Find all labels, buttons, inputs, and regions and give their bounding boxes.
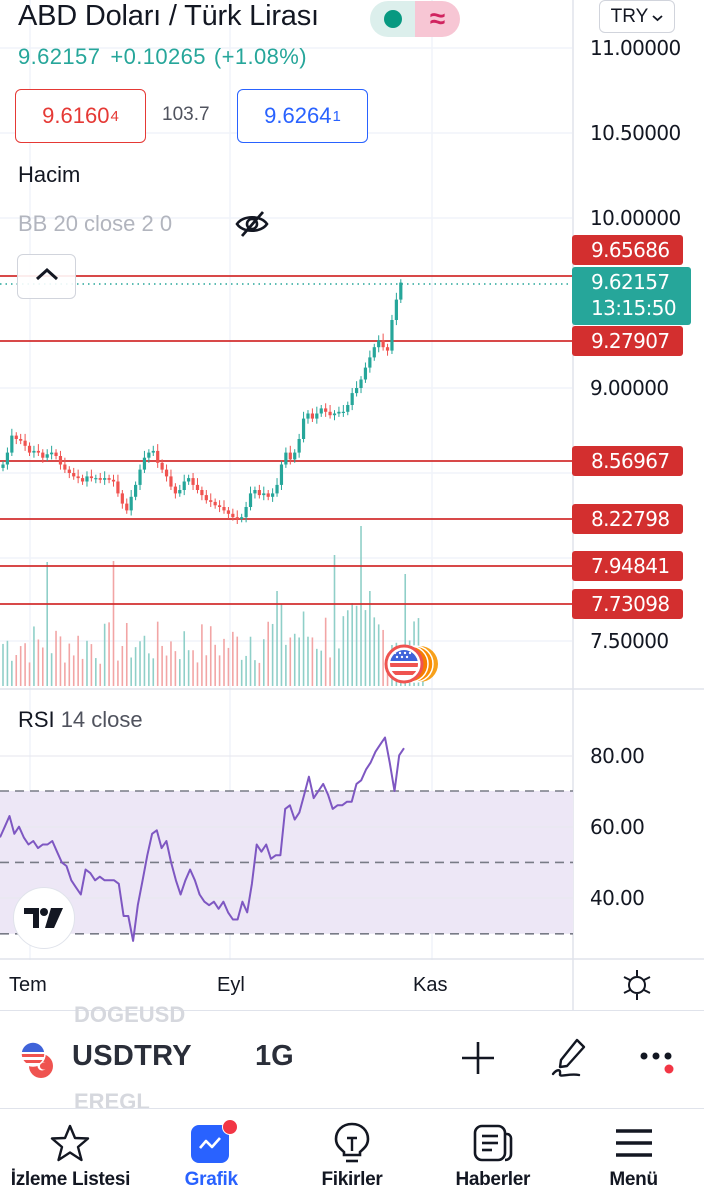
approx-icon: ≈ [429,3,446,34]
time-axis-label: Tem [9,974,47,996]
price-axis-label: 10.50000 [590,121,681,145]
ask-price: 9.6264 [264,103,332,128]
buy-button[interactable]: 9.6264 1 [237,89,368,143]
horizontal-levels [0,275,573,605]
hamburger-icon [612,1121,656,1165]
price-level-tag: 9.27907 [572,326,683,356]
symbol-toolbar [0,1010,704,1108]
bollinger-indicator-label[interactable]: BB 20 close 2 0 [18,211,173,236]
nav-menu[interactable]: Menü [563,1109,704,1200]
bottom-navigation: İzleme Listesi Grafik Fikirler Haberler … [0,1108,704,1200]
rsi-line [0,736,405,942]
nav-label: İzleme Listesi [10,1169,131,1190]
price-summary: 9.62157 +0.10265 (+1.08%) [18,44,307,70]
candlestick-series [1,279,403,524]
usd-try-flag-icon [20,1040,53,1080]
nav-ideas[interactable]: Fikirler [282,1109,423,1200]
volume-indicator-label[interactable]: Hacim [18,162,81,187]
interval-button[interactable]: 1G [255,1040,294,1072]
rsi-axis-label: 60.00 [590,815,645,839]
mode-toggle[interactable]: ≈ [370,1,460,37]
rsi-name: RSI [18,707,55,732]
rsi-band [0,755,573,935]
time-axis-label: Eyl [217,974,245,996]
last-price: 9.62157 [18,44,101,69]
rsi-params: 14 close [60,707,143,732]
price-axis-label: 11.00000 [590,36,681,60]
ask-pip: 1 [332,107,341,125]
price-level-tag: 8.56967 [572,446,683,476]
tradingview-logo[interactable] [13,887,75,949]
ghost-symbol-above: DOGEUSD [74,1002,186,1027]
rsi-axis-label: 40.00 [590,886,645,910]
chart-mode-segment[interactable]: ≈ [415,1,460,37]
price-level-tag: 7.94841 [572,551,683,581]
price-level-tag: 9.65686 [572,235,683,265]
bid-price: 9.6160 [42,103,110,128]
price-level-tag: 7.73098 [572,589,683,619]
add-indicator-button[interactable] [456,1038,500,1082]
lightbulb-icon [330,1121,374,1165]
eye-off-icon[interactable] [234,208,270,240]
current-price: 9.62157 [591,270,670,294]
nav-label: Fikirler [321,1169,383,1190]
tradingview-icon [24,908,63,928]
plus-icon [460,1040,496,1081]
chart-settings-button[interactable] [620,968,654,1002]
current-price-tag: 9.62157 13:15:50 [572,267,691,325]
market-status-segment[interactable] [370,1,415,37]
drawing-tools-button[interactable] [547,1038,591,1082]
more-dots-icon [636,1036,680,1085]
nav-chart[interactable]: Grafik [141,1109,282,1200]
rsi-axis-label: 80.00 [590,744,645,768]
sell-button[interactable]: 9.6160 4 [15,89,146,143]
nav-label: Grafik [184,1169,238,1190]
price-change-pct: (+1.08%) [213,44,307,69]
price-axis-label: 10.00000 [590,206,681,230]
pen-icon [549,1037,589,1084]
bar-countdown: 13:15:50 [591,296,677,320]
currency-label: TRY [610,5,649,27]
ghost-symbol-below: EREGL [74,1089,150,1108]
price-axis-label: 7.50000 [590,629,669,653]
collapse-indicators-button[interactable] [17,254,76,299]
currency-button[interactable]: TRY [599,0,675,33]
nav-label: Haberler [455,1169,531,1190]
time-axis-label: Kas [413,974,448,996]
symbol-title[interactable]: ABD Doları / Türk Lirası [18,0,319,32]
symbol-search-button[interactable]: USDTRY [72,1040,192,1072]
chart-canvas[interactable] [0,0,704,1010]
nav-label: Menü [609,1169,658,1190]
chart-icon [189,1119,239,1165]
chevron-down-icon [652,6,663,28]
nav-watchlist[interactable]: İzleme Listesi [0,1109,141,1200]
volume-bars [2,526,424,686]
price-axis-label: 9.00000 [590,376,669,400]
notification-badge [222,1119,239,1135]
star-icon [48,1121,92,1165]
sun-settings-icon [620,970,654,1006]
price-change: +0.10265 [110,44,206,69]
spread-value: 103.7 [162,104,210,125]
nav-news[interactable]: Haberler [422,1109,563,1200]
economic-events-badge[interactable] [384,643,440,685]
price-level-tag: 8.22798 [572,504,683,534]
news-icon [471,1121,515,1165]
chevron-up-icon [35,267,59,286]
more-options-button[interactable] [636,1038,680,1082]
rsi-indicator-label[interactable]: RSI 14 close [18,707,143,733]
market-open-dot-icon [383,10,402,28]
bid-pip: 4 [110,107,119,125]
